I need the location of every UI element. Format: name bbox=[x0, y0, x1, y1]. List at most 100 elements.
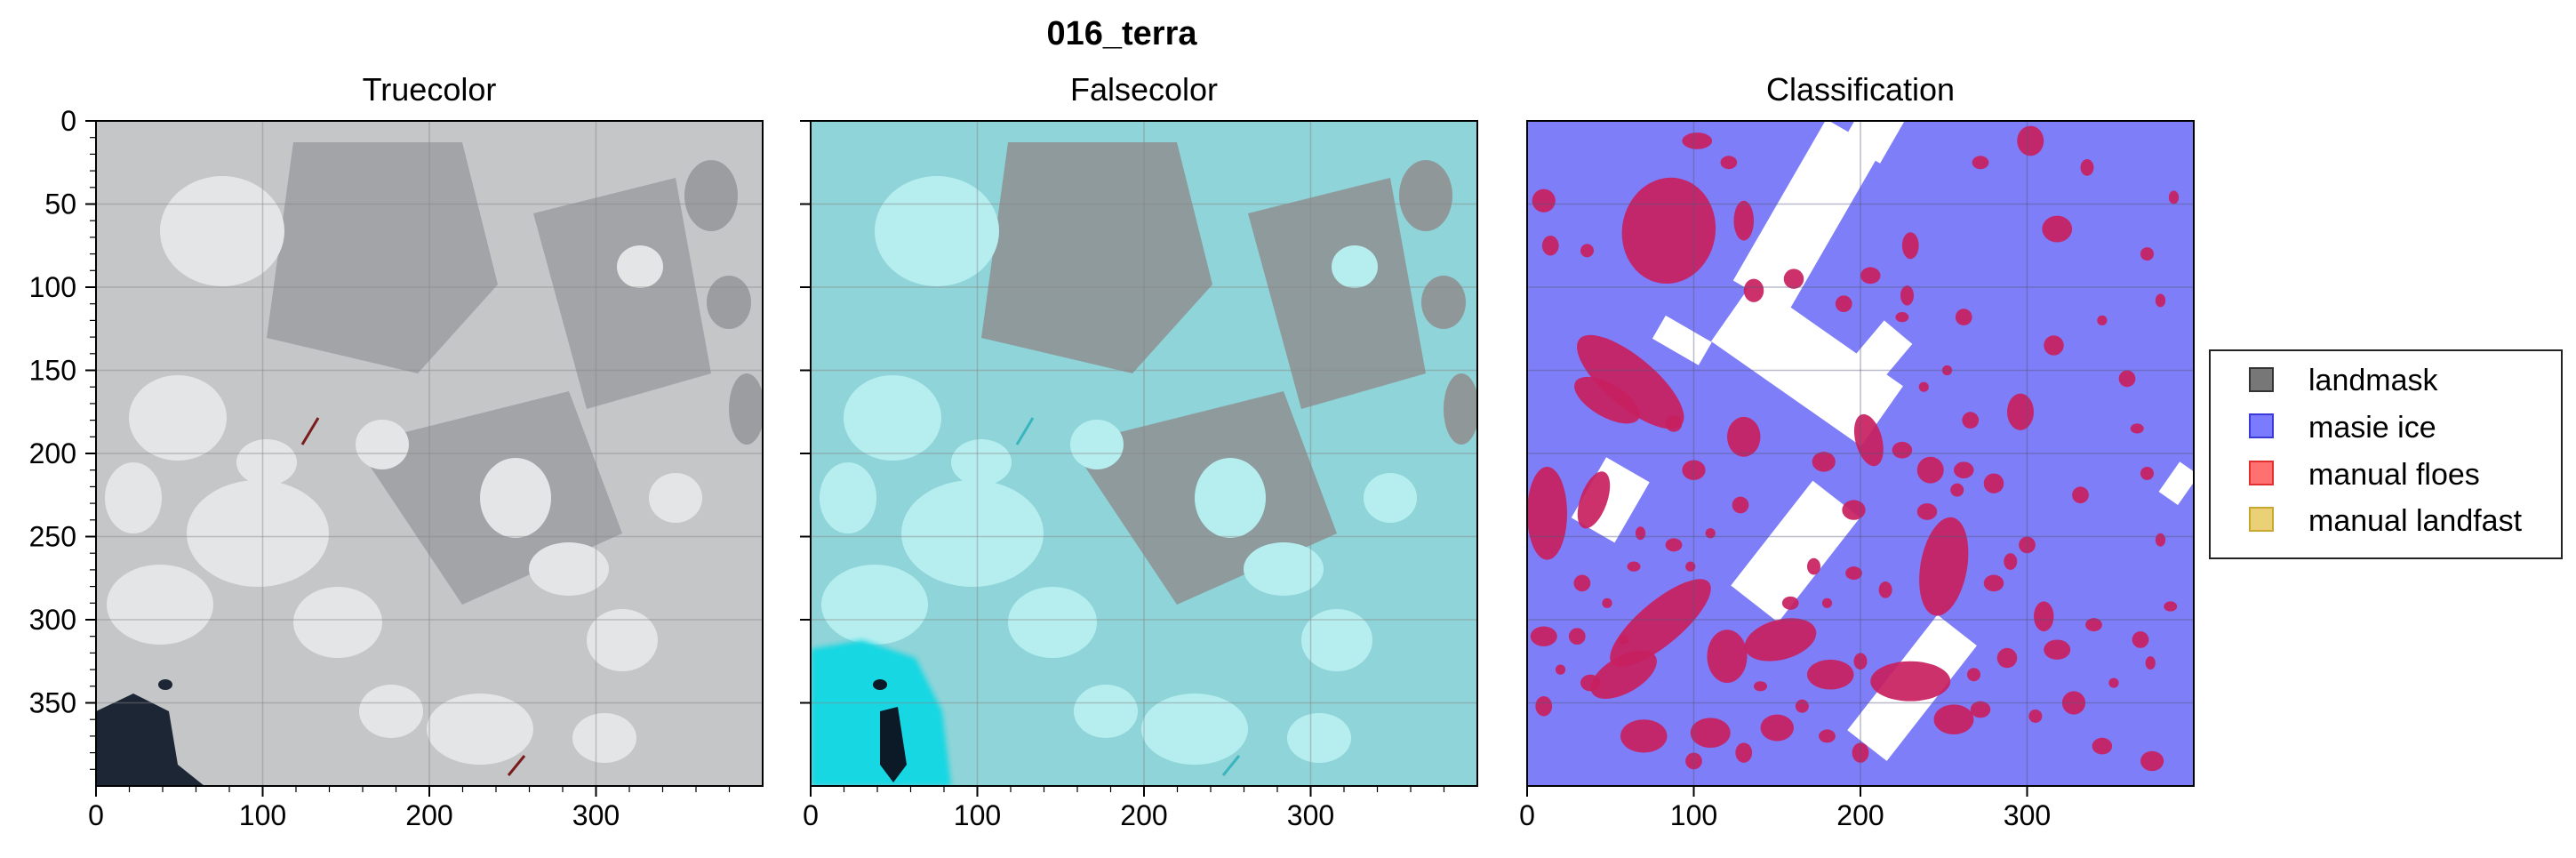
floe-region bbox=[1720, 156, 1738, 170]
floe-region bbox=[1735, 742, 1753, 763]
floe-region bbox=[2042, 215, 2073, 243]
legend-swatch-manual-floes bbox=[2249, 461, 2274, 485]
legend-swatch-landmask bbox=[2249, 367, 2274, 392]
floe-region bbox=[2004, 553, 2018, 570]
falsecolor-panel: Falsecolor bbox=[800, 71, 1478, 831]
y-tick-label: 50 bbox=[44, 188, 76, 221]
floe-region bbox=[1970, 701, 1991, 718]
floe-region bbox=[1555, 664, 1566, 675]
x-tick-label: 0 bbox=[1519, 799, 1535, 831]
floe-region bbox=[1665, 538, 1683, 552]
floe-region bbox=[1619, 634, 1629, 646]
truecolor-title: Truecolor bbox=[363, 71, 497, 108]
floe-region bbox=[1845, 566, 1862, 581]
floe-region bbox=[1535, 696, 1553, 717]
floe-region bbox=[1996, 647, 2018, 669]
floe-region bbox=[2080, 159, 2094, 176]
floe-region bbox=[2019, 536, 2036, 554]
floe-region bbox=[1621, 177, 1716, 285]
truecolor-y-ticks bbox=[85, 120, 96, 704]
floe-region bbox=[1795, 699, 1809, 713]
x-tick-label: 300 bbox=[2004, 799, 2051, 831]
falsecolor-y-ticks bbox=[800, 120, 811, 704]
floe-region bbox=[1733, 200, 1754, 241]
falsecolor-title: Falsecolor bbox=[1070, 71, 1218, 108]
floe-region bbox=[1821, 597, 1833, 608]
floe-region bbox=[1812, 452, 1836, 472]
floe-region bbox=[1901, 232, 1919, 260]
floe-region bbox=[2130, 423, 2144, 434]
floe-region bbox=[1754, 681, 1767, 692]
floe-region bbox=[1916, 456, 1944, 484]
classification-x-ticks bbox=[1526, 786, 2028, 797]
floe-region bbox=[2108, 678, 2119, 688]
floe-region bbox=[1955, 309, 1972, 326]
truecolor-x-tick-labels: 0 100 200 300 bbox=[88, 799, 620, 831]
classification-image bbox=[1527, 121, 2194, 786]
floe-region bbox=[2132, 631, 2149, 648]
clear-region bbox=[1652, 315, 1712, 365]
floe-region bbox=[1620, 719, 1668, 753]
floe-region bbox=[1933, 704, 1974, 735]
figure-suptitle: 016_terra bbox=[1046, 15, 1197, 52]
floe-region bbox=[1744, 618, 1817, 662]
floe-region bbox=[1895, 312, 1909, 323]
floe-region bbox=[1983, 574, 2004, 592]
floe-region bbox=[1878, 581, 1892, 598]
floe-region bbox=[2140, 247, 2154, 261]
floe-region bbox=[1807, 659, 1854, 690]
x-tick-label: 100 bbox=[1670, 799, 1717, 831]
floe-region bbox=[2044, 639, 2071, 660]
floe-region bbox=[2155, 533, 2166, 547]
falsecolor-image bbox=[811, 121, 1477, 786]
x-tick-label: 0 bbox=[803, 799, 819, 831]
floe-regions bbox=[1527, 125, 2180, 772]
floe-region bbox=[1580, 674, 1601, 692]
floe-region bbox=[1954, 461, 1974, 479]
clear-region bbox=[1828, 320, 1913, 411]
floe-region bbox=[1610, 579, 1711, 668]
floe-region bbox=[1602, 597, 1612, 608]
floe-region bbox=[2072, 486, 2089, 504]
truecolor-panel: Truecolor bbox=[29, 71, 764, 831]
floe-region bbox=[2092, 737, 2113, 755]
floe-region bbox=[1707, 629, 1748, 684]
x-tick-label: 100 bbox=[239, 799, 286, 831]
floe-region bbox=[1852, 742, 1869, 763]
legend-swatch-masie-ice bbox=[2249, 413, 2274, 438]
floe-region bbox=[1530, 626, 1557, 646]
floe-region bbox=[1835, 295, 1852, 313]
truecolor-x-minor-ticks bbox=[128, 786, 731, 792]
floe-region bbox=[1743, 278, 1764, 302]
truecolor-grid bbox=[96, 121, 763, 786]
floe-region bbox=[2118, 370, 2136, 388]
truecolor-y-tick-labels: 0 50 100 150 200 250 300 350 bbox=[29, 105, 76, 719]
y-tick-label: 200 bbox=[29, 437, 76, 469]
floe-region bbox=[1853, 413, 1884, 467]
floe-region bbox=[1682, 132, 1713, 149]
floe-region bbox=[1527, 466, 1567, 560]
floe-region bbox=[1590, 650, 1657, 699]
floe-region bbox=[2168, 190, 2180, 204]
classification-x-tick-labels: 0 100 200 300 bbox=[1519, 799, 2051, 831]
x-tick-label: 200 bbox=[1836, 799, 1884, 831]
x-tick-label: 300 bbox=[572, 799, 620, 831]
floe-region bbox=[1919, 517, 1969, 616]
truecolor-y-minor-ticks bbox=[90, 137, 96, 770]
floe-region bbox=[1916, 503, 1938, 520]
floe-region bbox=[1760, 714, 1794, 742]
classification-grid bbox=[1527, 121, 2194, 786]
floe-region bbox=[1972, 156, 1989, 170]
x-tick-label: 300 bbox=[1287, 799, 1334, 831]
falsecolor-x-tick-labels: 0 100 200 300 bbox=[803, 799, 1334, 831]
floe-region bbox=[1819, 729, 1836, 743]
floe-region bbox=[1941, 365, 1953, 376]
x-tick-label: 200 bbox=[1120, 799, 1167, 831]
floe-region bbox=[2145, 656, 2156, 670]
floe-region bbox=[1783, 269, 1804, 289]
clear-region bbox=[2158, 461, 2194, 506]
floe-region bbox=[2164, 601, 2178, 612]
clear-region bbox=[1732, 121, 1882, 313]
clear-region bbox=[1842, 121, 1906, 164]
floe-region bbox=[2034, 601, 2054, 632]
